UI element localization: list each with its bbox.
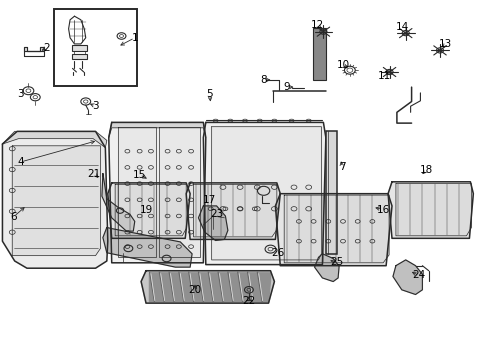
Text: 17: 17 [203,195,217,205]
Text: 19: 19 [139,204,153,215]
Polygon shape [393,260,422,294]
Text: 14: 14 [396,22,410,32]
Text: 10: 10 [337,60,349,70]
Text: 26: 26 [271,248,285,258]
Polygon shape [186,183,280,239]
Text: 11: 11 [378,71,392,81]
Polygon shape [275,194,392,266]
Text: 20: 20 [189,285,201,295]
Polygon shape [212,127,321,260]
Polygon shape [24,47,44,51]
Text: 23: 23 [210,209,223,219]
Polygon shape [103,228,192,267]
Text: 24: 24 [412,270,426,280]
Text: 8: 8 [260,75,267,85]
Text: 12: 12 [311,20,324,30]
Text: 18: 18 [419,165,433,175]
Polygon shape [102,174,135,231]
Text: 7: 7 [339,162,345,172]
Bar [54,9,137,86]
Text: 2: 2 [43,42,50,53]
Text: 22: 22 [242,296,256,306]
Polygon shape [109,122,206,263]
Polygon shape [203,122,326,265]
Polygon shape [108,183,190,238]
Text: 15: 15 [133,170,147,180]
Polygon shape [149,273,270,302]
Text: 16: 16 [376,204,390,215]
Polygon shape [159,127,200,257]
Text: 25: 25 [330,257,344,267]
Text: 21: 21 [87,168,101,179]
Text: 3: 3 [92,101,99,111]
Polygon shape [396,184,471,236]
Text: 1: 1 [131,33,138,43]
Polygon shape [315,254,339,282]
Polygon shape [2,131,107,148]
Polygon shape [284,195,389,263]
Bar [72,54,87,59]
Text: 9: 9 [283,82,290,92]
Polygon shape [118,127,156,257]
Text: 5: 5 [206,89,213,99]
Polygon shape [194,184,277,237]
Bar [313,28,326,80]
Polygon shape [109,122,206,138]
Polygon shape [12,146,100,256]
Polygon shape [388,182,473,238]
Text: 13: 13 [439,39,453,49]
Text: 4: 4 [17,157,24,167]
Text: 3: 3 [17,89,24,99]
Bar [72,45,87,51]
Polygon shape [198,206,228,240]
Polygon shape [115,184,186,236]
Bar [326,131,337,254]
Polygon shape [2,131,108,268]
Polygon shape [69,16,86,44]
Text: 6: 6 [10,212,17,222]
Polygon shape [141,271,274,303]
